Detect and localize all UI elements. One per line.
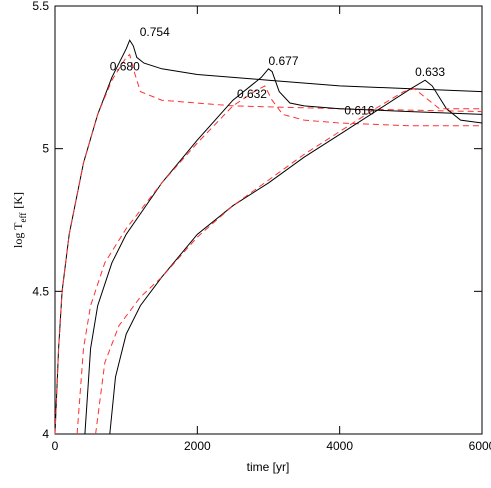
series-label: 0.677 xyxy=(269,54,299,68)
series-line xyxy=(109,79,483,435)
plot-frame xyxy=(54,5,483,435)
series-line xyxy=(95,88,482,435)
y-tick-label: 5.5 xyxy=(32,0,49,13)
x-axis-label: time [yr] xyxy=(247,460,290,474)
x-tick-label: 6000 xyxy=(469,439,491,453)
series-label: 0.754 xyxy=(140,25,170,39)
series-label: 0.616 xyxy=(344,104,374,118)
series-label: 0.632 xyxy=(237,87,267,101)
series-line xyxy=(54,39,483,435)
series-label: 0.680 xyxy=(110,60,140,74)
x-tick-label: 4000 xyxy=(326,439,353,453)
y-tick-label: 4.5 xyxy=(32,284,49,298)
y-label-unit: [K] xyxy=(11,192,25,209)
series-line xyxy=(84,68,483,435)
x-tick-label: 0 xyxy=(52,439,59,453)
series-line xyxy=(76,85,482,435)
y-label-main: log T xyxy=(11,222,25,248)
series-line xyxy=(54,53,483,435)
series-label: 0.633 xyxy=(415,65,445,79)
y-label-sub: eff xyxy=(18,213,28,223)
y-tick-label: 5 xyxy=(42,142,49,156)
x-tick-label: 2000 xyxy=(184,439,211,453)
y-tick-label: 4 xyxy=(42,427,49,441)
y-axis-label: log Teff [K] xyxy=(11,192,28,248)
